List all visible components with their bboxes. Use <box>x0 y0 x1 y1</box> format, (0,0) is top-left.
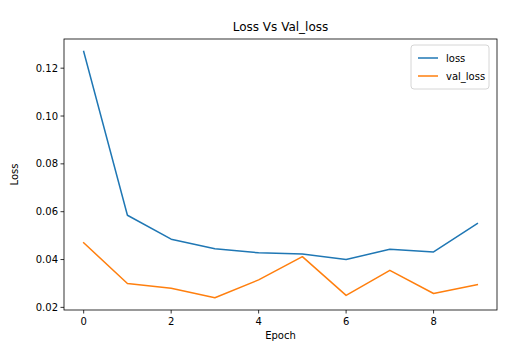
x-tick <box>83 310 84 314</box>
x-tick <box>171 310 172 314</box>
x-tick-label: 8 <box>430 316 436 327</box>
axes-frame <box>64 39 497 310</box>
x-tick-label: 4 <box>255 316 261 327</box>
y-axis-label: Loss <box>9 164 20 186</box>
chart-svg: 0 2 4 6 8 0.02 0.04 0.06 0.08 0.10 0.12 Loss Vs Val… <box>0 0 513 363</box>
y-tick-label: 0.12 <box>36 63 58 74</box>
y-tick-label: 0.06 <box>36 206 58 217</box>
chart-title: Loss Vs Val_loss <box>233 20 329 34</box>
legend-swatch <box>418 57 438 59</box>
legend-label: loss <box>446 53 465 64</box>
legend-swatch <box>418 75 438 77</box>
x-tick <box>258 310 259 314</box>
y-tick-label: 0.02 <box>36 302 58 313</box>
y-tick-label: 0.04 <box>36 254 58 265</box>
legend-label: val_loss <box>446 71 485 83</box>
y-tick <box>61 68 65 69</box>
y-tick-label: 0.08 <box>36 158 58 169</box>
y-tick <box>61 163 65 164</box>
line-series <box>84 243 478 298</box>
y-tick <box>61 259 65 260</box>
x-axis-label: Epoch <box>265 330 296 341</box>
x-tick <box>346 310 347 314</box>
y-tick <box>61 307 65 308</box>
y-tick <box>61 211 65 212</box>
x-tick-label: 2 <box>168 316 174 327</box>
y-tick <box>61 116 65 117</box>
x-tick-label: 6 <box>343 316 349 327</box>
x-tick <box>433 310 434 314</box>
x-tick-label: 0 <box>80 316 86 327</box>
legend-box <box>411 45 489 89</box>
plot-background <box>64 39 497 310</box>
y-tick-label: 0.10 <box>36 111 58 122</box>
chart-container: 0 2 4 6 8 0.02 0.04 0.06 0.08 0.10 0.12 Loss Vs Val… <box>0 0 513 363</box>
